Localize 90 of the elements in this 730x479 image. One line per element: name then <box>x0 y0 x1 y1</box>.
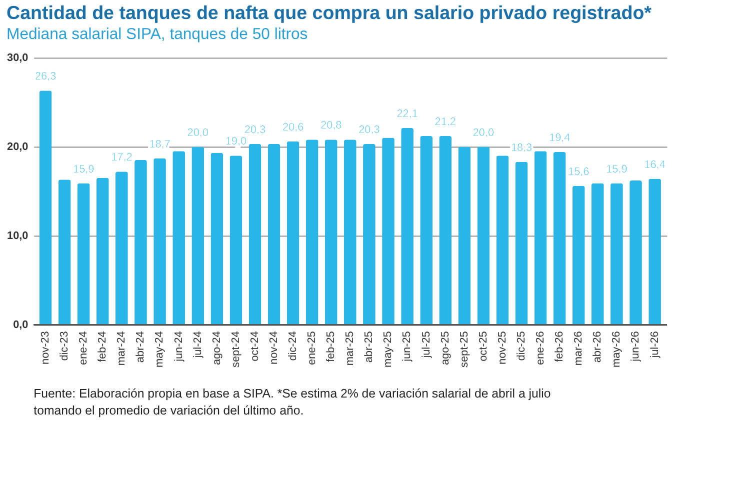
bar <box>610 183 623 325</box>
x-tick-label: ene-25 <box>306 331 318 366</box>
data-label: 15,9 <box>606 163 628 176</box>
bar <box>172 151 185 325</box>
x-tick-label: abr-24 <box>134 331 147 363</box>
bar <box>572 186 585 325</box>
x-tick-label: nov-24 <box>268 331 280 364</box>
x-tick-label: ene-26 <box>534 331 547 366</box>
data-label: 19,0 <box>225 136 247 148</box>
data-label: 20,6 <box>282 121 304 134</box>
x-tick-label: ago-24 <box>210 331 223 366</box>
bar <box>134 160 147 325</box>
x-tick-label: feb-24 <box>96 331 109 362</box>
bar <box>39 90 52 325</box>
data-label: 20,0 <box>472 126 494 139</box>
bar <box>363 144 376 325</box>
x-tick-label: feb-25 <box>325 331 338 362</box>
bar <box>439 136 452 325</box>
bar <box>382 138 394 325</box>
x-tick-label: dic-25 <box>515 331 528 361</box>
data-label: 26,3 <box>34 70 56 83</box>
chart-subtitle: Mediana salarial SIPA, tanques de 50 litros <box>6 26 308 43</box>
bar <box>401 128 414 325</box>
data-label: 17,2 <box>111 152 132 164</box>
x-tick-label: ago-25 <box>439 331 452 366</box>
bar <box>116 172 128 325</box>
bar <box>210 152 224 325</box>
x-tick-label: ene-24 <box>78 331 90 366</box>
bar <box>230 156 242 325</box>
bar <box>344 140 356 325</box>
bar <box>192 146 204 325</box>
bar <box>58 180 71 325</box>
bar <box>420 136 433 325</box>
x-tick-label: jul-26 <box>648 331 661 359</box>
x-tick-label: sept-24 <box>230 331 242 368</box>
bar <box>154 158 166 325</box>
x-tick-label: mar-24 <box>116 331 128 366</box>
data-label: 21,2 <box>434 116 456 128</box>
bar <box>248 144 262 325</box>
x-tick-label: abr-25 <box>363 331 376 363</box>
x-tick-label: jul-24 <box>192 331 204 359</box>
bar <box>630 180 642 325</box>
x-tick-label: oct-24 <box>248 331 261 362</box>
x-tick-label: mar-26 <box>572 331 585 366</box>
y-tick-label: 10,0 <box>7 230 28 242</box>
bar <box>553 152 566 325</box>
data-label: 16,4 <box>644 158 666 171</box>
bar <box>77 183 90 325</box>
data-label: 15,6 <box>568 166 590 178</box>
x-tick-label: jun-24 <box>172 331 185 362</box>
data-label: 20,3 <box>244 124 266 136</box>
data-label: 20,8 <box>320 120 342 132</box>
x-tick-label: mar-25 <box>344 331 356 366</box>
x-tick-label: dic-23 <box>58 331 71 361</box>
data-label: 19,4 <box>549 132 570 144</box>
data-label: 20,0 <box>187 126 208 139</box>
x-tick-label: feb-26 <box>554 331 566 362</box>
x-tick-label: may-24 <box>154 331 166 368</box>
y-tick-label: 20,0 <box>7 141 28 154</box>
source-note: Fuente: Elaboración propia en base a SIPA. *Se estima 2% de variación salarial de abril a julio <box>34 386 551 400</box>
bar <box>268 144 280 325</box>
x-tick-label: oct-25 <box>477 331 490 362</box>
bar <box>324 140 338 325</box>
bar <box>515 162 528 325</box>
text: tomando el promedio de variación del último año. <box>34 403 304 418</box>
bar <box>458 146 471 325</box>
bar <box>496 156 509 325</box>
x-tick-label: jun-25 <box>401 331 414 362</box>
bar <box>306 140 318 325</box>
x-tick-label: nov-23 <box>40 331 52 364</box>
x-tick-label: nov-25 <box>496 331 508 364</box>
data-label: 15,9 <box>73 163 94 176</box>
x-tick-label: sept-25 <box>458 331 470 368</box>
bar <box>534 151 547 325</box>
x-tick-label: abr-26 <box>592 331 604 363</box>
data-label: 20,3 <box>358 124 380 136</box>
bar <box>286 141 300 325</box>
x-tick-label: may-25 <box>382 331 394 368</box>
bar <box>96 178 109 325</box>
x-tick-label: jun-26 <box>630 331 642 362</box>
bar <box>648 178 661 325</box>
y-tick-label: 0,0 <box>13 319 28 332</box>
x-tick-label: dic-24 <box>287 331 300 361</box>
chart-title: Cantidad de tanques de nafta que compra un salario privado registrado* <box>6 2 652 24</box>
x-tick-label: jul-25 <box>420 331 432 359</box>
data-label: 22,1 <box>396 108 418 120</box>
bar <box>591 183 604 325</box>
bar <box>477 146 490 325</box>
x-tick-label: may-26 <box>610 331 623 368</box>
y-tick-label: 30,0 <box>7 52 28 64</box>
